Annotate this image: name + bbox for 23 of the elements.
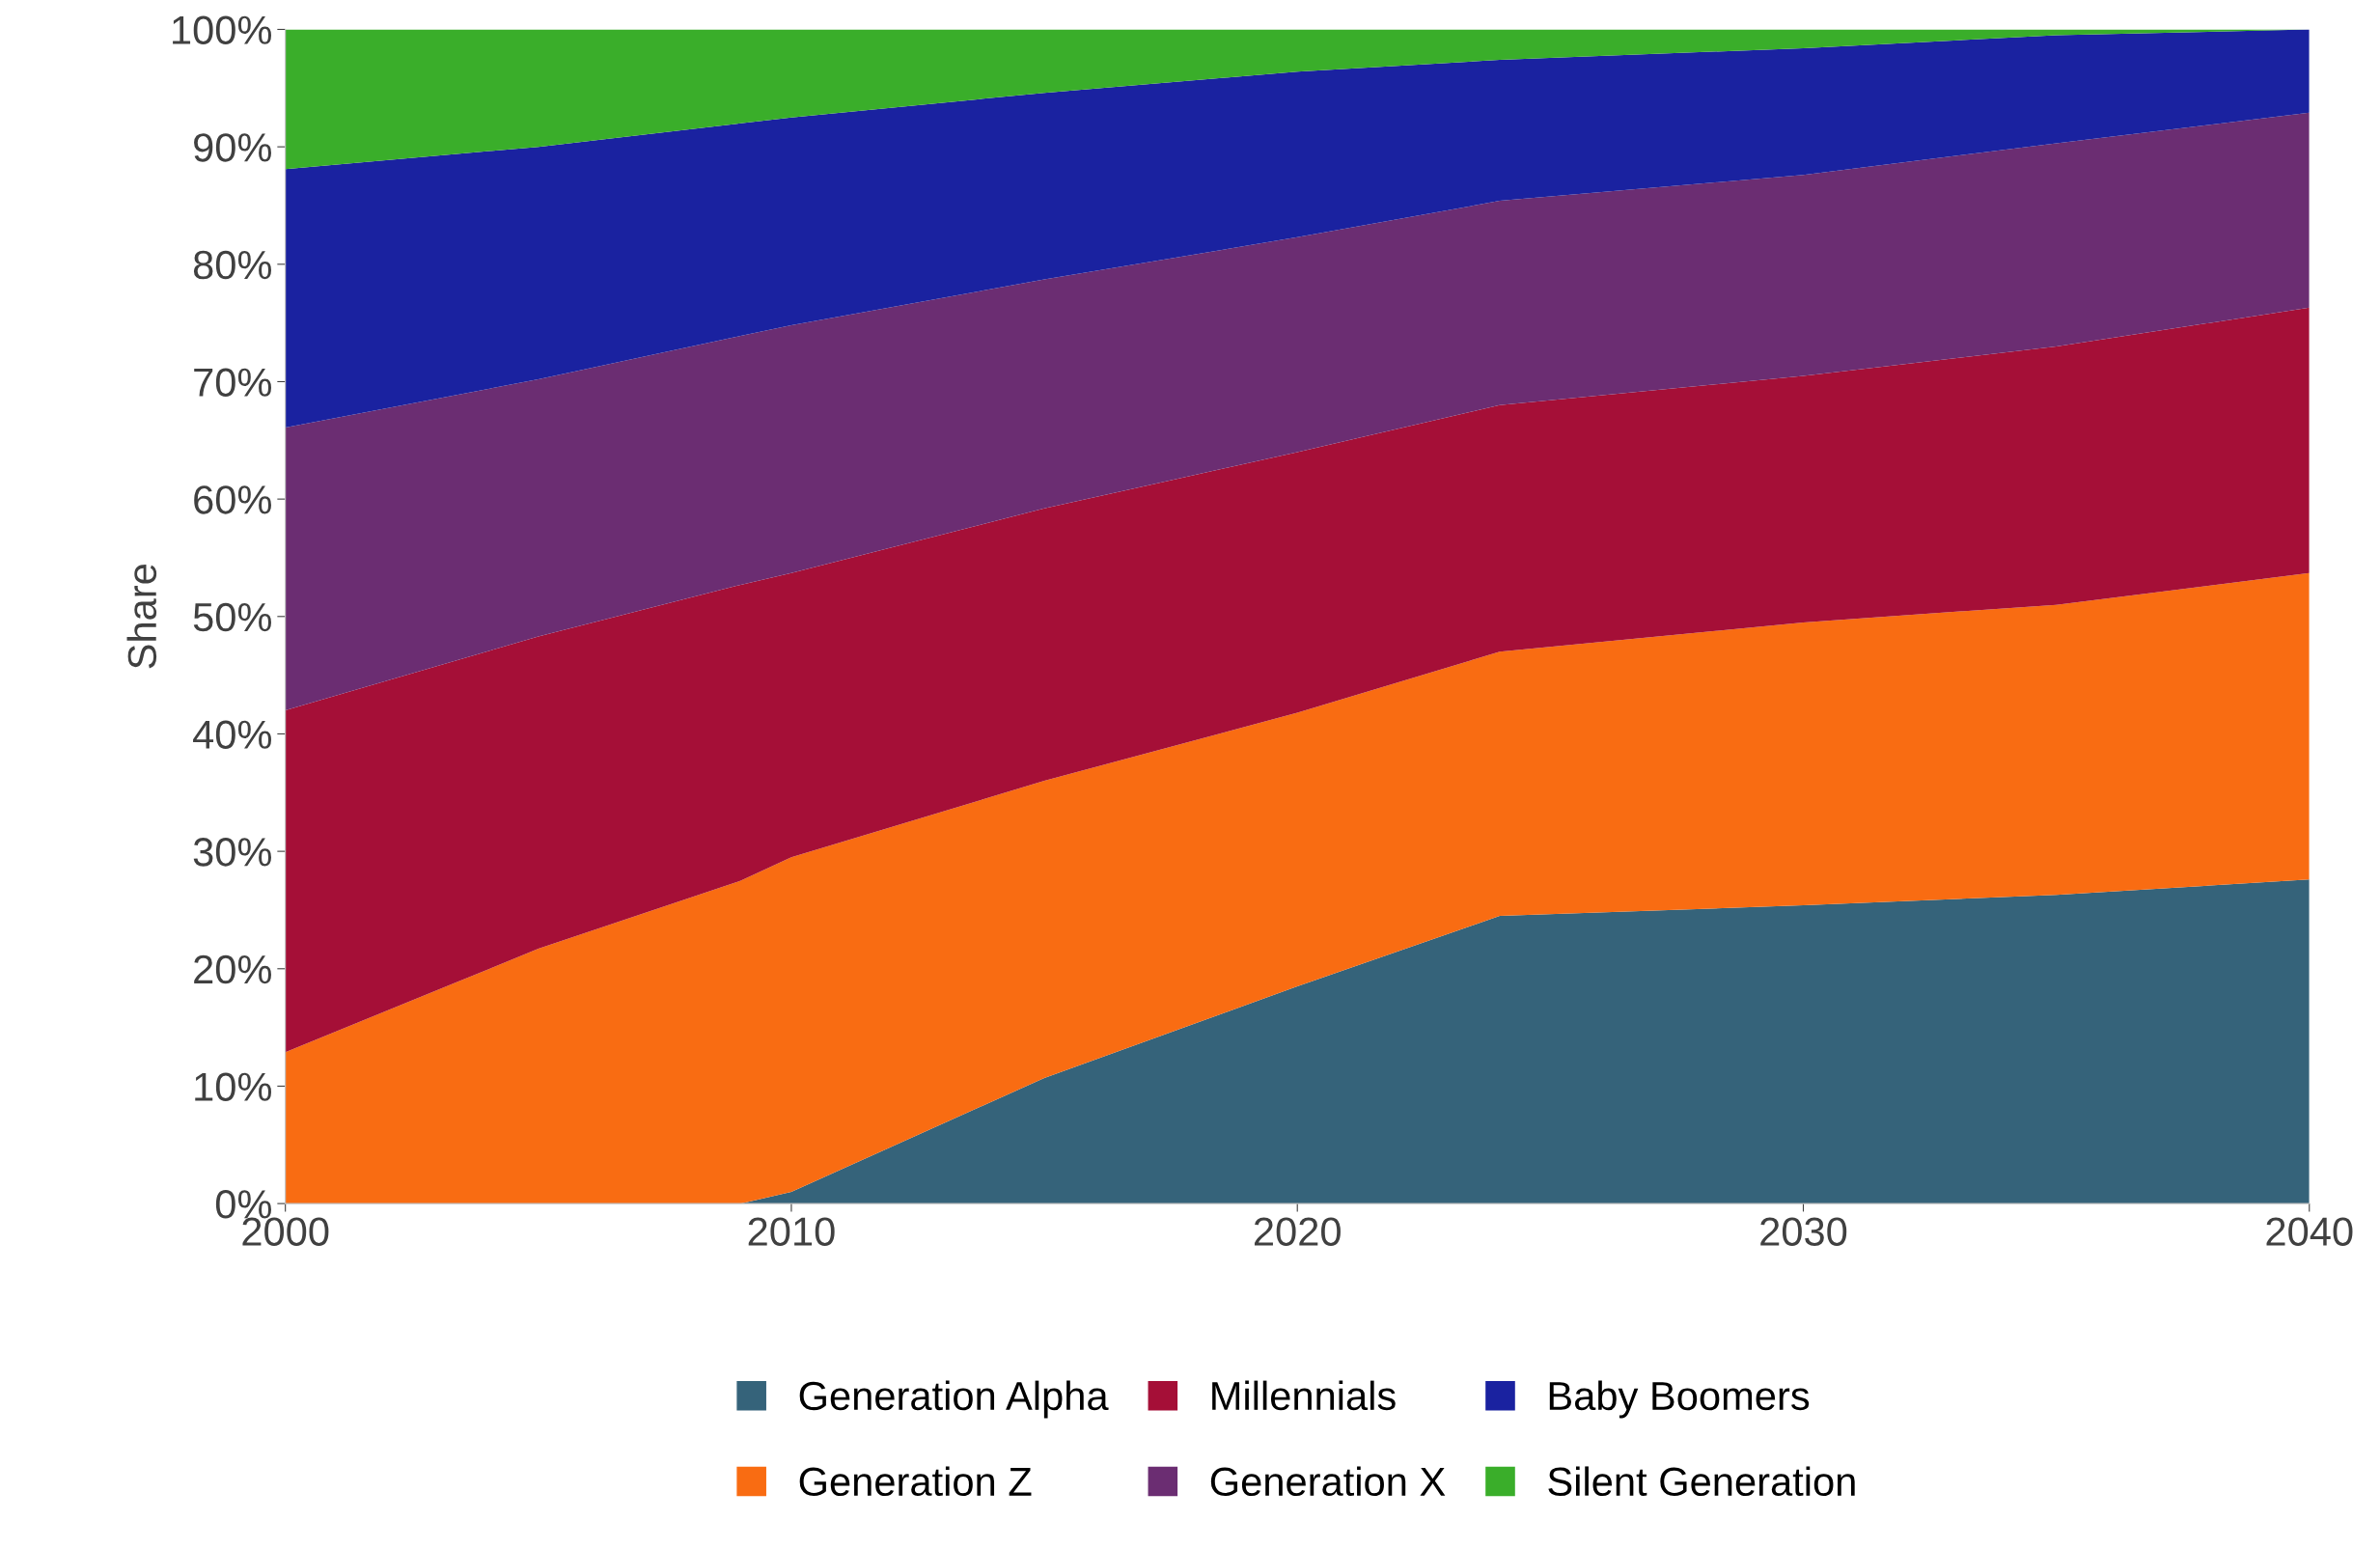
x-tick-label: 2030 (1760, 1217, 1847, 1246)
y-tick-label: 0% (215, 1190, 271, 1219)
y-tick-label: 10% (195, 1072, 271, 1101)
legend-label: Baby Boomers (1549, 1380, 1810, 1419)
x-tick-label: 2010 (748, 1217, 835, 1246)
y-axis-title: Share (126, 565, 157, 669)
y-tick-label: 90% (194, 133, 271, 162)
x-tick-label: 2020 (1254, 1217, 1341, 1246)
legend-label: Silent Generation (1548, 1466, 1855, 1497)
y-tick-label: 70% (194, 368, 271, 397)
y-tick-label: 20% (194, 954, 271, 984)
legend-label: Millennials (1212, 1380, 1396, 1411)
y-tick-label: 100% (173, 15, 271, 44)
y-tick-label: 60% (194, 485, 271, 514)
y-tick-label: 80% (193, 250, 271, 280)
x-tick-label: 2000 (242, 1217, 329, 1246)
legend-label: Generation Alpha (799, 1380, 1109, 1419)
y-tick-label: 50% (193, 602, 271, 632)
y-tick-label: 40% (193, 720, 271, 749)
legend-label: Generation X (1210, 1466, 1446, 1497)
x-tick-label: 2040 (2266, 1217, 2353, 1246)
y-tick-label: 30% (193, 838, 271, 867)
legend-label: Generation Z (799, 1466, 1032, 1497)
